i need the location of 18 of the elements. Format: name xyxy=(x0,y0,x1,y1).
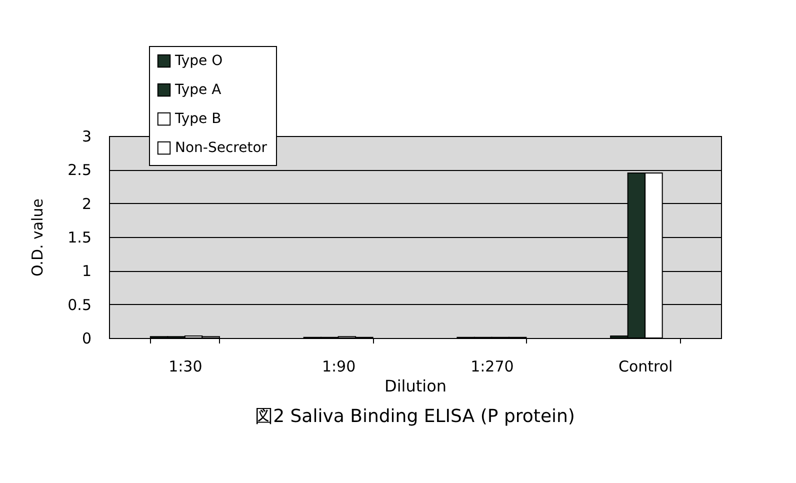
y-tick-label: 3 xyxy=(82,128,92,146)
text: 図2 Saliva Binding ELISA (P protein) xyxy=(255,406,575,427)
y-axis-title: O.D. value xyxy=(28,198,47,277)
x-tick-label: 1:270 xyxy=(470,358,514,376)
legend-label: Non-Secretor xyxy=(175,140,268,156)
y-tick-label: 1 xyxy=(82,262,92,280)
y-tick-label: 0 xyxy=(82,330,92,348)
x-tick-label: 1:30 xyxy=(168,358,202,376)
x-axis-title: Dilution xyxy=(384,376,446,396)
legend-label: Type A xyxy=(174,82,222,98)
x-tick-label: Control xyxy=(618,358,673,376)
x-tick-label: 1:90 xyxy=(322,358,356,376)
y-tick-label: 2 xyxy=(82,194,92,213)
y-tick-label: 1.5 xyxy=(68,228,92,246)
y-tick-label: 0.5 xyxy=(68,296,92,314)
y-tick-label: 2.5 xyxy=(68,161,92,180)
legend-label: Type B xyxy=(174,111,222,127)
legend-label: Type O xyxy=(174,53,223,69)
